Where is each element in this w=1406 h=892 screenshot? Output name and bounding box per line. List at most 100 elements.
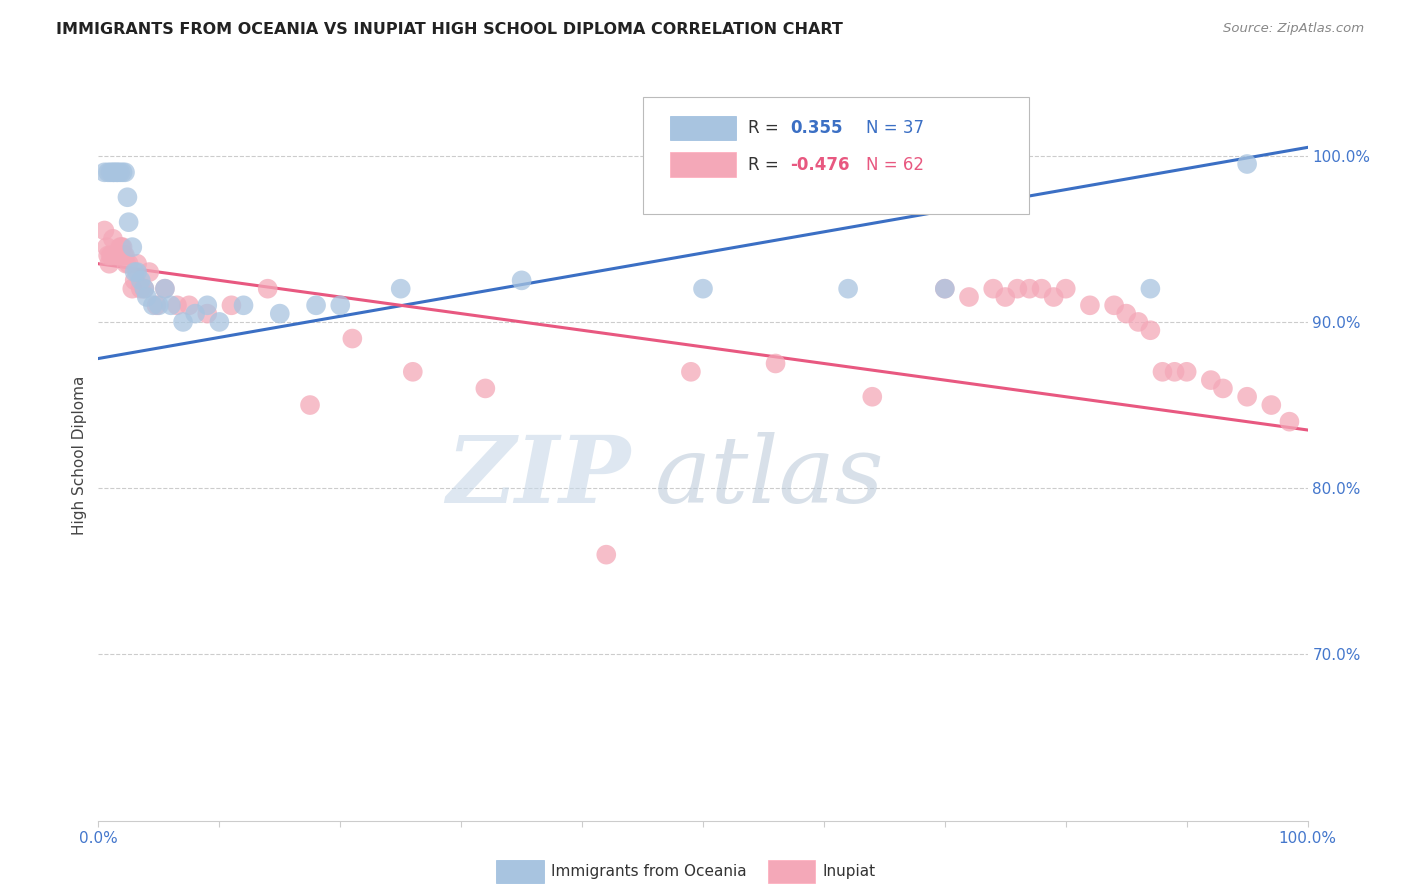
Point — [105, 165, 128, 179]
Point — [179, 298, 201, 312]
Point — [108, 165, 131, 179]
Point — [1031, 282, 1053, 296]
Point — [510, 273, 533, 287]
Point — [1007, 282, 1029, 296]
Point — [299, 398, 322, 412]
Point — [100, 248, 122, 262]
Point — [107, 248, 129, 262]
FancyBboxPatch shape — [671, 153, 735, 177]
Point — [1278, 415, 1301, 429]
Text: ZIP: ZIP — [446, 432, 630, 522]
Point — [121, 240, 143, 254]
Point — [97, 248, 120, 262]
Point — [93, 165, 115, 179]
Text: R =: R = — [748, 155, 783, 174]
Text: N = 37: N = 37 — [866, 119, 924, 137]
Point — [1199, 373, 1222, 387]
Point — [389, 282, 412, 296]
Text: atlas: atlas — [655, 432, 884, 522]
Point — [1018, 282, 1040, 296]
Point — [127, 265, 149, 279]
Text: -0.476: -0.476 — [790, 155, 849, 174]
Point — [329, 298, 352, 312]
Text: N = 62: N = 62 — [866, 155, 924, 174]
Point — [145, 298, 167, 312]
Text: Source: ZipAtlas.com: Source: ZipAtlas.com — [1223, 22, 1364, 36]
Point — [101, 232, 124, 246]
Text: Immigrants from Oceania: Immigrants from Oceania — [551, 864, 747, 879]
Point — [1128, 315, 1150, 329]
Point — [994, 290, 1017, 304]
Point — [184, 307, 207, 321]
Point — [127, 257, 149, 271]
Point — [111, 165, 134, 179]
Point — [100, 165, 122, 179]
FancyBboxPatch shape — [671, 116, 735, 140]
Point — [110, 240, 132, 254]
Point — [1260, 398, 1282, 412]
Point — [138, 265, 160, 279]
Point — [195, 298, 218, 312]
Point — [98, 257, 121, 271]
Point — [402, 365, 425, 379]
Point — [166, 298, 188, 312]
Point — [124, 265, 146, 279]
Point — [135, 290, 157, 304]
Point — [172, 315, 194, 329]
Point — [129, 282, 152, 296]
Point — [93, 223, 115, 237]
Point — [934, 282, 956, 296]
Point — [104, 248, 127, 262]
Point — [101, 165, 124, 179]
Point — [114, 165, 136, 179]
Point — [115, 257, 138, 271]
Text: IMMIGRANTS FROM OCEANIA VS INUPIAT HIGH SCHOOL DIPLOMA CORRELATION CHART: IMMIGRANTS FROM OCEANIA VS INUPIAT HIGH … — [56, 22, 844, 37]
Y-axis label: High School Diploma: High School Diploma — [72, 376, 87, 534]
Point — [108, 240, 131, 254]
Point — [256, 282, 278, 296]
Point — [118, 257, 141, 271]
Point — [96, 240, 118, 254]
Point — [474, 381, 496, 395]
Point — [595, 548, 617, 562]
Point — [1175, 365, 1198, 379]
FancyBboxPatch shape — [643, 96, 1029, 213]
Point — [269, 307, 291, 321]
Point — [305, 298, 328, 312]
Point — [111, 240, 134, 254]
Point — [860, 390, 883, 404]
Point — [112, 248, 135, 262]
Point — [97, 165, 120, 179]
Point — [100, 248, 122, 262]
Point — [117, 190, 139, 204]
Point — [957, 290, 980, 304]
Point — [148, 298, 170, 312]
Point — [1078, 298, 1101, 312]
Point — [1163, 365, 1185, 379]
Point — [160, 298, 183, 312]
Point — [1152, 365, 1174, 379]
Point — [1212, 381, 1234, 395]
Point — [103, 248, 125, 262]
Point — [1139, 282, 1161, 296]
Point — [134, 282, 156, 296]
Point — [107, 165, 129, 179]
Point — [934, 282, 956, 296]
Point — [153, 282, 176, 296]
Point — [118, 215, 141, 229]
Point — [765, 357, 787, 371]
Point — [1236, 157, 1258, 171]
Point — [1236, 390, 1258, 404]
Point — [679, 365, 702, 379]
Text: R =: R = — [748, 119, 783, 137]
Point — [1115, 307, 1137, 321]
Point — [134, 282, 156, 296]
Point — [114, 248, 136, 262]
Point — [208, 315, 231, 329]
Point — [121, 282, 143, 296]
Point — [232, 298, 254, 312]
Point — [1054, 282, 1077, 296]
Point — [692, 282, 714, 296]
Point — [342, 332, 364, 346]
Point — [103, 165, 125, 179]
